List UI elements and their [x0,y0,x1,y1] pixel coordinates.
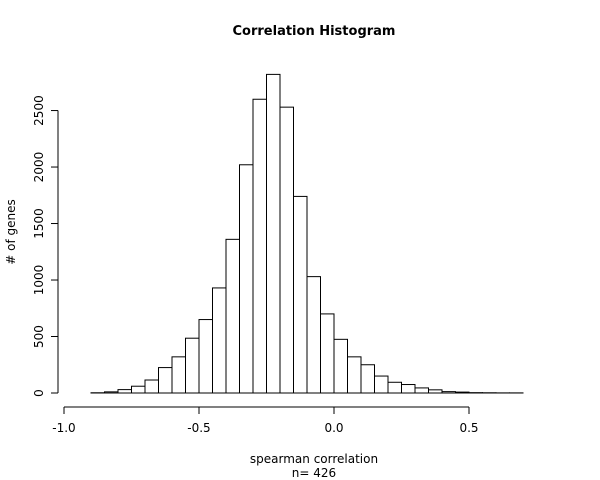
histogram-bar [131,385,146,394]
histogram-bar [266,73,281,394]
histogram-bar [333,338,348,394]
y-tick-label: 2000 [32,152,46,183]
histogram-bar [158,367,173,394]
y-axis: 0 500 1000 1500 2000 2500 [32,95,59,397]
histogram-bar [428,389,443,394]
histogram-bar [212,287,227,394]
histogram-bar [387,381,402,394]
x-tick-label: 0.0 [324,421,343,435]
histogram-bar [239,164,254,394]
histogram-bar [198,319,213,394]
y-axis-label: # of genes [4,199,18,265]
histogram-bar [306,276,321,394]
histogram-bar [225,238,240,394]
histogram-bar [293,195,308,394]
histogram-bar [401,384,416,394]
y-tick-label: 1500 [32,208,46,239]
histogram-bar [252,98,267,394]
histogram-bar [455,391,470,394]
x-tick-label: 0.5 [459,421,478,435]
histogram-bar [171,356,186,394]
histogram-bar [279,106,294,394]
y-tick-label: 0 [32,389,46,397]
x-tick-label: -0.5 [187,421,210,435]
sample-size-label: n= 426 [292,466,336,480]
x-axis: -1.0 -0.5 0.0 0.5 [52,406,479,435]
x-tick-label: -1.0 [52,421,75,435]
histogram-bar [104,391,119,394]
bars-group [90,73,524,394]
histogram-bar [320,313,335,394]
histogram-bar [414,387,429,394]
x-axis-label: spearman correlation [250,452,378,466]
histogram-bar [144,379,159,394]
chart-title: Correlation Histogram [233,24,396,39]
histogram-bar [374,375,389,394]
y-tick-label: 1000 [32,265,46,296]
histogram-bar [185,337,200,394]
y-tick-label: 500 [32,325,46,348]
y-tick-label: 2500 [32,95,46,126]
histogram-bar [360,364,375,394]
histogram-bar [117,389,132,394]
histogram-bar [441,391,456,394]
histogram-bar [347,356,362,394]
